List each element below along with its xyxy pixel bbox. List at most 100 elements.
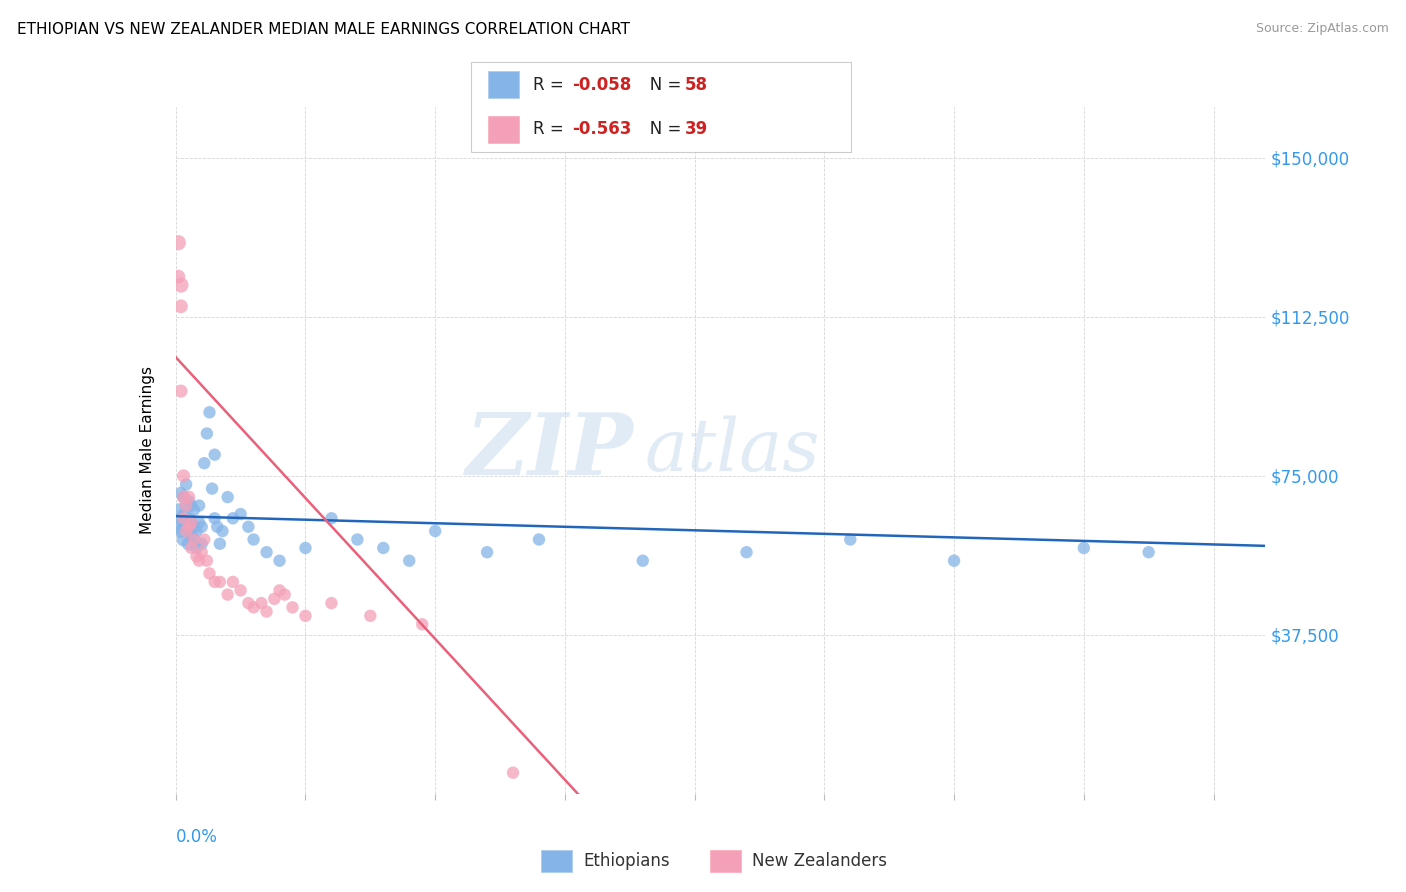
Text: -0.563: -0.563 bbox=[572, 120, 631, 138]
Point bbox=[177, 511, 200, 525]
Point bbox=[195, 554, 218, 568]
Point bbox=[321, 511, 343, 525]
Text: 39: 39 bbox=[685, 120, 709, 138]
Point bbox=[188, 516, 211, 530]
Text: N =: N = bbox=[634, 120, 686, 138]
Point bbox=[195, 426, 218, 441]
Point bbox=[217, 490, 239, 504]
Point bbox=[177, 537, 200, 551]
Point bbox=[238, 596, 260, 610]
Y-axis label: Median Male Earnings: Median Male Earnings bbox=[141, 367, 155, 534]
Point bbox=[263, 591, 285, 606]
Point bbox=[242, 533, 264, 547]
Point bbox=[186, 524, 208, 538]
Point bbox=[193, 533, 215, 547]
Point bbox=[174, 516, 197, 530]
Text: atlas: atlas bbox=[644, 415, 820, 486]
Point bbox=[186, 541, 208, 555]
Point bbox=[183, 520, 205, 534]
Point bbox=[190, 537, 212, 551]
Point bbox=[198, 405, 221, 419]
Point bbox=[1137, 545, 1160, 559]
Point bbox=[173, 533, 195, 547]
Point bbox=[180, 541, 202, 555]
Point bbox=[180, 528, 202, 542]
Point bbox=[321, 596, 343, 610]
Point bbox=[201, 482, 224, 496]
Point bbox=[425, 524, 447, 538]
Point bbox=[346, 533, 368, 547]
Text: ETHIOPIAN VS NEW ZEALANDER MEDIAN MALE EARNINGS CORRELATION CHART: ETHIOPIAN VS NEW ZEALANDER MEDIAN MALE E… bbox=[17, 22, 630, 37]
Point bbox=[274, 588, 297, 602]
Point bbox=[186, 549, 208, 564]
Point bbox=[198, 566, 221, 581]
Text: N =: N = bbox=[634, 76, 686, 94]
Point bbox=[211, 524, 233, 538]
Point bbox=[373, 541, 395, 555]
Point bbox=[229, 507, 252, 521]
Point bbox=[173, 511, 195, 525]
Point bbox=[177, 520, 200, 534]
Point bbox=[217, 588, 239, 602]
Point bbox=[222, 574, 245, 589]
Point bbox=[943, 554, 966, 568]
Point bbox=[229, 583, 252, 598]
Point bbox=[359, 608, 381, 623]
Text: R =: R = bbox=[533, 76, 569, 94]
Text: New Zealanders: New Zealanders bbox=[752, 852, 887, 871]
Point bbox=[180, 499, 202, 513]
Point bbox=[207, 520, 229, 534]
Point bbox=[242, 600, 264, 615]
Point bbox=[170, 299, 193, 313]
Point bbox=[411, 617, 433, 632]
Point bbox=[269, 554, 291, 568]
Point bbox=[177, 524, 200, 538]
Point bbox=[183, 533, 205, 547]
Point bbox=[170, 384, 193, 398]
Point bbox=[256, 605, 278, 619]
Point bbox=[173, 490, 195, 504]
Point bbox=[167, 503, 190, 517]
Text: -0.058: -0.058 bbox=[572, 76, 631, 94]
Point bbox=[269, 583, 291, 598]
Point bbox=[170, 511, 193, 525]
Text: 0.0%: 0.0% bbox=[176, 828, 218, 847]
Point bbox=[190, 545, 212, 559]
Point bbox=[174, 477, 197, 491]
Point bbox=[170, 524, 193, 538]
Point bbox=[167, 235, 190, 250]
Point bbox=[281, 600, 304, 615]
Point bbox=[190, 520, 212, 534]
Text: 58: 58 bbox=[685, 76, 707, 94]
Point bbox=[398, 554, 420, 568]
Text: Ethiopians: Ethiopians bbox=[583, 852, 671, 871]
Text: R =: R = bbox=[533, 120, 569, 138]
Point bbox=[222, 511, 245, 525]
Text: Source: ZipAtlas.com: Source: ZipAtlas.com bbox=[1256, 22, 1389, 36]
Point bbox=[173, 469, 195, 483]
Point bbox=[174, 499, 197, 513]
Point bbox=[173, 507, 195, 521]
Point bbox=[294, 608, 316, 623]
Point bbox=[188, 499, 211, 513]
Point bbox=[180, 516, 202, 530]
Point bbox=[170, 278, 193, 293]
Point bbox=[1073, 541, 1095, 555]
Point bbox=[180, 516, 202, 530]
Point bbox=[174, 499, 197, 513]
Point bbox=[170, 486, 193, 500]
Point bbox=[527, 533, 550, 547]
Point bbox=[204, 511, 226, 525]
Point bbox=[475, 545, 498, 559]
Point bbox=[177, 490, 200, 504]
Point bbox=[177, 494, 200, 508]
Point bbox=[167, 269, 190, 284]
Point bbox=[193, 456, 215, 470]
Point bbox=[188, 554, 211, 568]
Point bbox=[183, 533, 205, 547]
Point bbox=[839, 533, 862, 547]
Point bbox=[502, 765, 524, 780]
Point bbox=[250, 596, 273, 610]
Point bbox=[256, 545, 278, 559]
Point bbox=[208, 537, 231, 551]
